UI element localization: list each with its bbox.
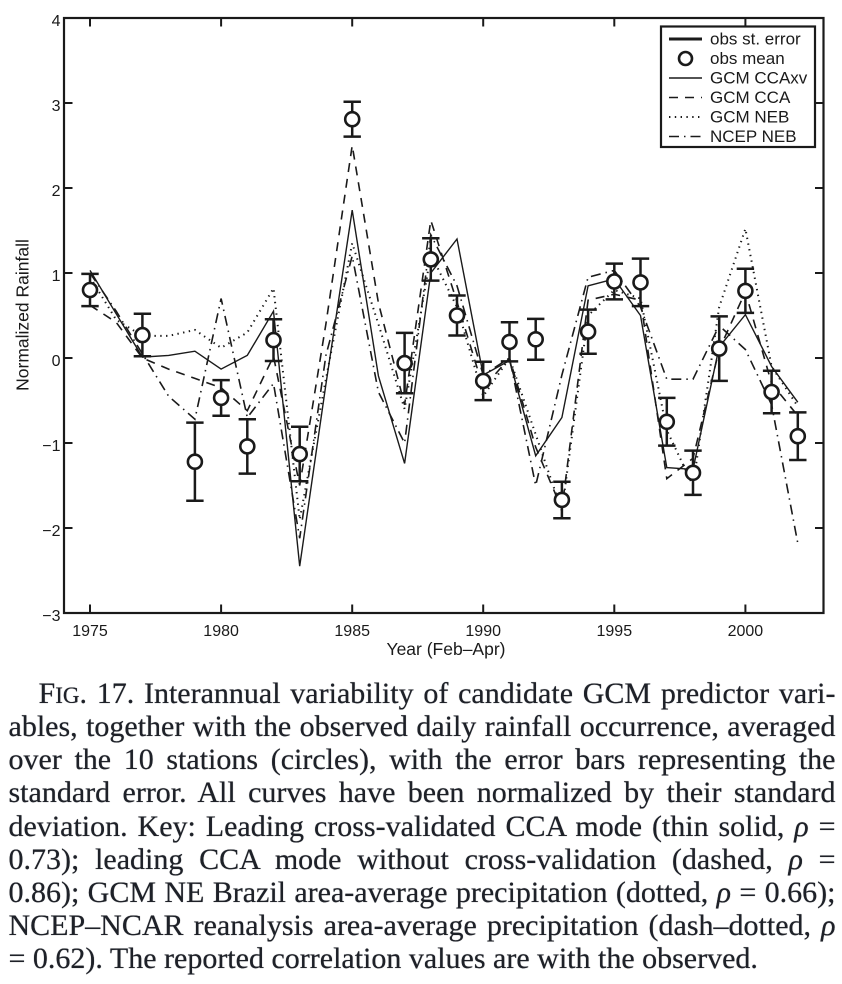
svg-text:Normalized Rainfall: Normalized Rainfall (13, 239, 33, 391)
svg-text:−2: −2 (42, 523, 60, 540)
svg-text:GCM CCAxv: GCM CCAxv (710, 69, 808, 88)
svg-text:3: 3 (52, 98, 61, 115)
svg-text:4: 4 (52, 13, 61, 30)
svg-text:−3: −3 (42, 608, 60, 625)
svg-text:1: 1 (52, 268, 61, 285)
svg-text:1980: 1980 (203, 623, 239, 640)
svg-text:GCM NEB: GCM NEB (710, 108, 789, 127)
svg-text:1990: 1990 (465, 623, 501, 640)
svg-text:1985: 1985 (334, 623, 370, 640)
svg-text:2: 2 (52, 183, 61, 200)
svg-text:obs mean: obs mean (710, 49, 785, 68)
svg-text:NCEP NEB: NCEP NEB (710, 127, 797, 146)
svg-text:obs st. error: obs st. error (710, 30, 801, 49)
svg-text:Year (Feb–Apr): Year (Feb–Apr) (387, 639, 506, 659)
svg-text:1975: 1975 (72, 623, 108, 640)
svg-text:1995: 1995 (597, 623, 633, 640)
svg-text:−1: −1 (42, 438, 60, 455)
svg-text:2000: 2000 (728, 623, 764, 640)
svg-text:GCM CCA: GCM CCA (710, 88, 791, 107)
svg-text:0: 0 (52, 353, 61, 370)
